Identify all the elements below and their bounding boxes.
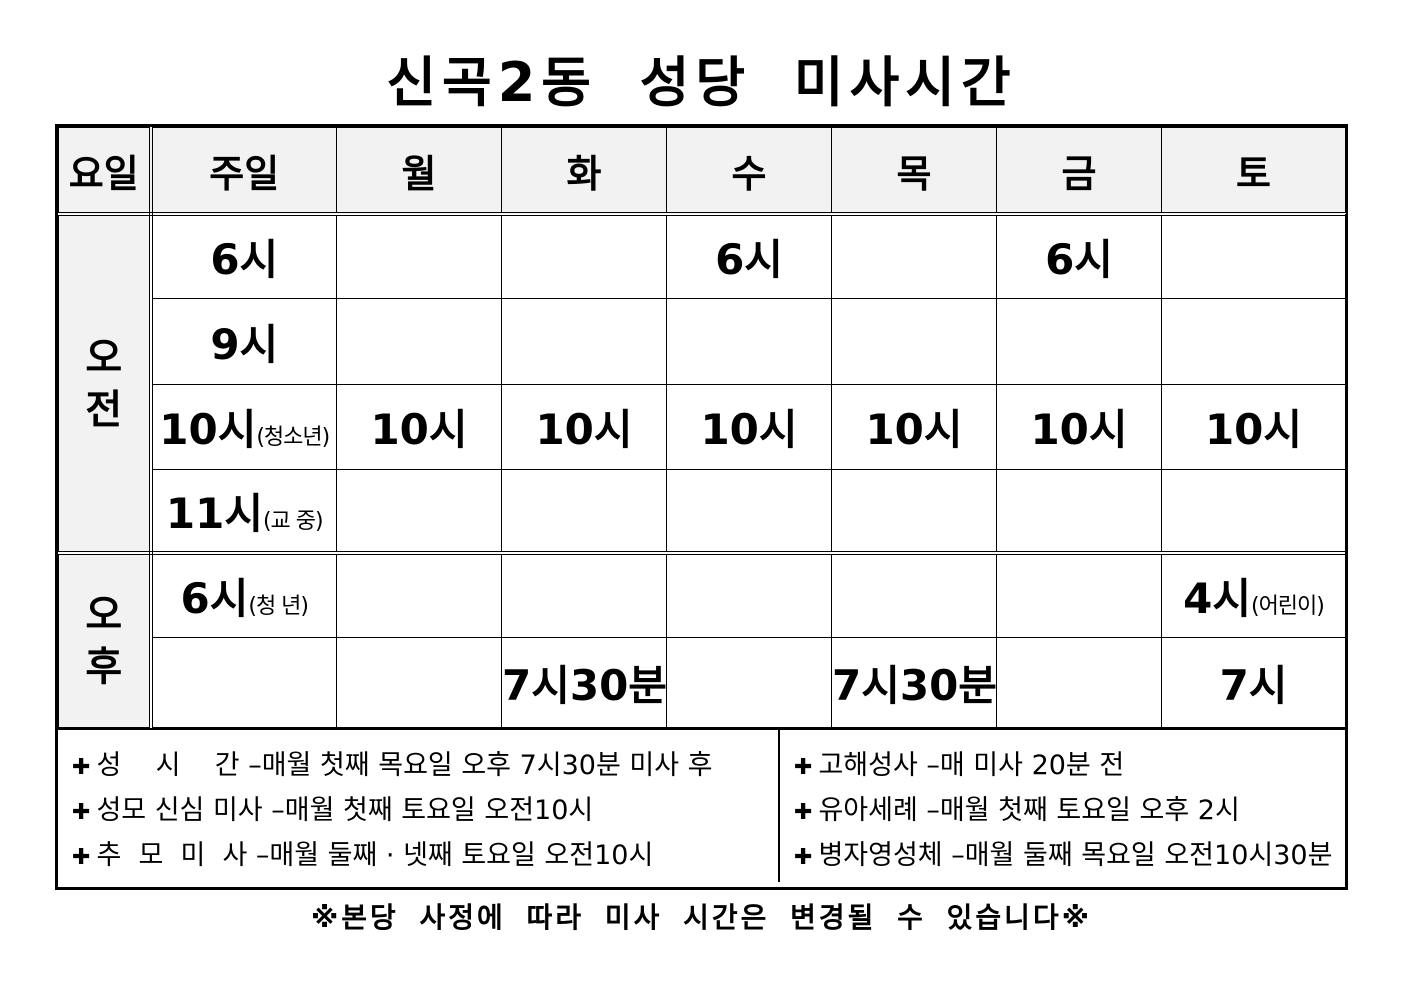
schedule-cell — [1161, 213, 1346, 299]
mass-time: 10시 — [865, 405, 963, 454]
mass-time: 6시 — [180, 574, 249, 624]
schedule-cell: 6시 — [996, 213, 1162, 299]
mass-time: 7시 — [1219, 660, 1288, 710]
header-5: 목 — [831, 127, 997, 216]
cross-icon: ✚ — [72, 844, 91, 870]
cross-icon: ✚ — [72, 799, 91, 825]
mass-time: 10시 — [535, 405, 633, 454]
schedule-cell: 10시 — [501, 383, 667, 470]
header-7: 토 — [1161, 127, 1346, 216]
mass-note: (청소년) — [256, 425, 330, 450]
schedule-cell: 7시30분 — [501, 636, 667, 728]
schedule-cell: 10시 — [831, 383, 997, 470]
schedule-cell — [1161, 297, 1346, 385]
page-title: 신곡2동 성당 미사시간 — [386, 51, 1017, 114]
mass-note: (청 년) — [248, 594, 309, 620]
header-0: 요일 — [58, 127, 153, 216]
header-4: 수 — [666, 127, 832, 216]
note-item: ✚ 유아세례 –매월 첫째 토요일 오후 2시 — [794, 789, 1332, 834]
schedule-grid: 요일 주일 월 화 수 목 금 토 오 전 6시 6시 6시 9시 10시(청소년) 10시 10시 10시 10시… — [58, 127, 1346, 728]
schedule-cell — [336, 297, 502, 385]
schedule-cell: 4시(어린이) — [1161, 552, 1346, 638]
mass-note: (교 중) — [262, 508, 324, 534]
note-text: 추 모 미 사 –매월 둘째 · 넷째 토요일 오전10시 — [96, 839, 654, 871]
cross-icon: ✚ — [72, 754, 91, 780]
note-text: 유아세례 –매월 첫째 토요일 오후 2시 — [818, 794, 1240, 826]
note-text: 병자영성체 –매월 둘째 목요일 오전10시30분 — [818, 839, 1333, 871]
schedule-cell: 7시30분 — [831, 636, 997, 728]
mass-time: 11시 — [165, 488, 263, 538]
schedule-cell — [150, 636, 337, 728]
note-text: 성모 신심 미사 –매월 첫째 토요일 오전10시 — [96, 794, 594, 826]
schedule-cell: 10시 — [336, 383, 502, 470]
note-text: 고해성사 –매 미사 20분 전 — [818, 749, 1125, 781]
cross-icon: ✚ — [794, 799, 813, 825]
schedule-cell — [666, 552, 832, 638]
schedule-cell: 9시 — [150, 297, 337, 385]
note-item: ✚ 성모 신심 미사 –매월 첫째 토요일 오전10시 — [72, 789, 778, 834]
note-text: 성 시 간 –매월 첫째 목요일 오후 7시30분 미사 후 — [96, 749, 713, 781]
mass-schedule-table: 요일 주일 월 화 수 목 금 토 오 전 6시 6시 6시 9시 10시(청소년) 10시 10시 10시 10시… — [55, 124, 1348, 890]
schedule-cell — [666, 297, 832, 385]
mass-time: 6시 — [210, 235, 279, 285]
schedule-cell — [501, 297, 667, 385]
mass-time: 6시 — [715, 235, 783, 285]
mass-note: (어린이) — [1250, 594, 1325, 620]
schedule-cell: 11시(교 중) — [150, 468, 337, 555]
schedule-cell: 10시(청소년) — [150, 383, 337, 470]
header-6: 금 — [996, 127, 1162, 216]
mass-time: 10시 — [159, 405, 257, 454]
header-2: 월 — [336, 127, 502, 216]
cross-icon: ✚ — [794, 844, 813, 870]
schedule-cell: 6시 — [666, 213, 832, 299]
schedule-cell — [501, 468, 667, 555]
notes-left: ✚ 성 시 간 –매월 첫째 목요일 오후 7시30분 미사 후 ✚ 성모 신심 미사… — [58, 729, 780, 882]
schedule-cell: 6시 — [150, 213, 337, 299]
schedule-cell: 10시 — [666, 383, 832, 470]
schedule-cell — [831, 468, 997, 555]
schedule-cell — [501, 552, 667, 638]
mass-time: 4시 — [1183, 574, 1251, 624]
note-item: ✚ 추 모 미 사 –매월 둘째 · 넷째 토요일 오전10시 — [72, 834, 778, 879]
schedule-cell — [666, 468, 832, 555]
schedule-cell — [666, 636, 832, 728]
mass-time: 7시30분 — [502, 660, 667, 710]
footer-notice: ※본당 사정에 따라 미사 시간은 변경될 수 있습니다※ — [311, 901, 1092, 934]
schedule-cell — [1161, 468, 1346, 555]
mass-time: 9시 — [210, 319, 279, 369]
notes-right: ✚ 고해성사 –매 미사 20분 전 ✚ 유아세례 –매월 첫째 토요일 오후 2시 ✚… — [780, 730, 1332, 882]
schedule-cell: 7시 — [1161, 636, 1346, 728]
note-item: ✚ 고해성사 –매 미사 20분 전 — [794, 744, 1332, 789]
schedule-cell — [996, 297, 1162, 385]
header-1: 주일 — [150, 127, 337, 216]
schedule-cell: 10시 — [996, 383, 1162, 470]
schedule-cell — [996, 468, 1162, 555]
cross-icon: ✚ — [794, 754, 813, 780]
header-3: 화 — [501, 127, 667, 216]
mass-time: 10시 — [1030, 405, 1128, 454]
schedule-cell — [336, 468, 502, 555]
notes-section: ✚ 성 시 간 –매월 첫째 목요일 오후 7시30분 미사 후 ✚ 성모 신심 미사… — [58, 727, 1345, 882]
mass-time: 10시 — [370, 405, 468, 454]
schedule-cell — [336, 636, 502, 728]
schedule-cell — [831, 297, 997, 385]
mass-time: 7시30분 — [832, 660, 997, 710]
schedule-cell — [996, 636, 1162, 728]
schedule-cell — [501, 213, 667, 299]
mass-time: 10시 — [1204, 405, 1303, 454]
mass-time: 10시 — [700, 405, 798, 454]
schedule-cell: 10시 — [1161, 383, 1346, 470]
note-item: ✚ 병자영성체 –매월 둘째 목요일 오전10시30분 — [794, 834, 1332, 879]
schedule-cell — [336, 213, 502, 299]
schedule-cell — [831, 552, 997, 638]
note-item: ✚ 성 시 간 –매월 첫째 목요일 오후 7시30분 미사 후 — [72, 744, 778, 789]
schedule-cell — [831, 213, 997, 299]
mass-time: 6시 — [1045, 235, 1113, 285]
schedule-cell — [336, 552, 502, 638]
schedule-cell: 6시(청 년) — [150, 552, 337, 638]
schedule-cell — [996, 552, 1162, 638]
